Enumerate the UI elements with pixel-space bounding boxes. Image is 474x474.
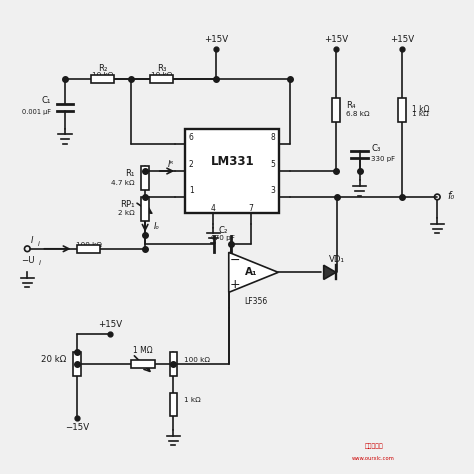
Text: 10 kΩ: 10 kΩ: [92, 73, 113, 78]
Text: −: −: [229, 254, 240, 267]
Text: 330 pF: 330 pF: [371, 156, 395, 162]
Text: +: +: [229, 278, 240, 291]
Text: R₁: R₁: [125, 169, 135, 178]
Text: LF356: LF356: [244, 297, 267, 306]
Text: www.ourxlc.com: www.ourxlc.com: [352, 456, 395, 461]
Bar: [77, 245, 100, 253]
Text: R₄: R₄: [346, 100, 356, 109]
Polygon shape: [229, 252, 278, 292]
Text: 1: 1: [189, 186, 194, 195]
Text: i: i: [38, 260, 41, 266]
Text: R₂: R₂: [98, 64, 108, 73]
Text: 470 pF: 470 pF: [210, 235, 235, 241]
Text: 华强电子网: 华强电子网: [365, 444, 383, 449]
Text: +15V: +15V: [324, 35, 348, 44]
Text: 2: 2: [189, 160, 194, 169]
Bar: [170, 353, 177, 376]
Text: i: i: [38, 241, 40, 247]
Text: R₃: R₃: [157, 64, 166, 73]
Text: f₀: f₀: [447, 191, 455, 201]
Bar: [73, 353, 81, 376]
Bar: [185, 128, 279, 213]
Bar: [131, 360, 155, 368]
Text: C₂: C₂: [218, 227, 228, 236]
Bar: [150, 75, 173, 83]
Text: 2 kΩ: 2 kΩ: [118, 210, 135, 217]
Text: 3: 3: [271, 186, 276, 195]
Text: 1 kΩ: 1 kΩ: [184, 397, 201, 402]
Polygon shape: [324, 265, 336, 279]
Bar: [91, 75, 115, 83]
Text: 4: 4: [211, 204, 216, 213]
Bar: [141, 166, 149, 190]
Text: Iᴿ: Iᴿ: [168, 160, 174, 169]
Text: C₃: C₃: [371, 144, 381, 153]
Text: −U: −U: [21, 256, 35, 265]
Text: A₁: A₁: [245, 267, 257, 277]
Text: VD₁: VD₁: [329, 255, 345, 264]
Bar: [141, 197, 149, 220]
Text: 5: 5: [271, 160, 276, 169]
Text: 100 kΩ: 100 kΩ: [184, 356, 210, 363]
Text: 1 MΩ: 1 MΩ: [133, 346, 153, 355]
Text: 100 kΩ: 100 kΩ: [75, 242, 101, 248]
Text: 7: 7: [249, 204, 254, 213]
Text: 8: 8: [271, 133, 276, 142]
Text: LM331: LM331: [210, 155, 254, 168]
Text: RP₁: RP₁: [120, 200, 135, 209]
Bar: [398, 98, 406, 121]
Text: 20 kΩ: 20 kΩ: [41, 355, 66, 364]
Text: 6.8 kΩ: 6.8 kΩ: [346, 111, 370, 118]
Text: 10 kΩ: 10 kΩ: [151, 73, 172, 78]
Text: Iₒ: Iₒ: [154, 222, 160, 231]
Text: C₁: C₁: [41, 96, 51, 105]
Text: +15V: +15V: [390, 35, 414, 44]
Text: 1 kΩ: 1 kΩ: [412, 105, 430, 114]
Text: I: I: [31, 236, 33, 245]
Bar: [332, 98, 340, 121]
Text: 4.7 kΩ: 4.7 kΩ: [111, 180, 135, 186]
Text: +15V: +15V: [204, 35, 228, 44]
Text: 1 kΩ: 1 kΩ: [412, 111, 429, 118]
Text: −15V: −15V: [65, 423, 89, 432]
Bar: [170, 392, 177, 416]
Text: 0.001 μF: 0.001 μF: [22, 109, 51, 115]
Text: 6: 6: [189, 133, 194, 142]
Text: +15V: +15V: [98, 319, 122, 328]
